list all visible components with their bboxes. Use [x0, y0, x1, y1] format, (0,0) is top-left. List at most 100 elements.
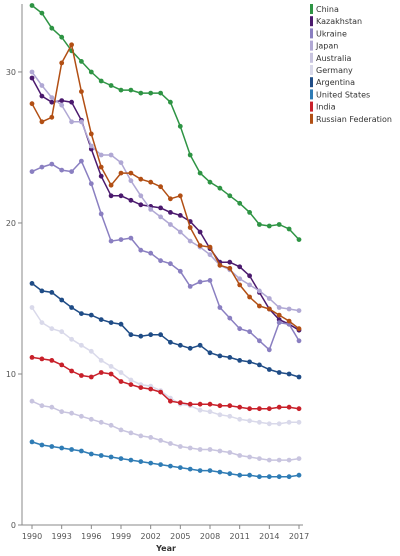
data-point-kazakhstan[interactable]: [118, 193, 124, 199]
data-point-india[interactable]: [88, 374, 94, 380]
data-point-germany[interactable]: [217, 412, 223, 418]
data-point-india[interactable]: [49, 358, 55, 363]
data-point-japan[interactable]: [148, 207, 154, 212]
data-point-argentina[interactable]: [207, 350, 213, 356]
data-point-india[interactable]: [158, 389, 164, 395]
data-point-japan[interactable]: [39, 83, 45, 88]
data-point-argentina[interactable]: [69, 305, 74, 310]
data-point-japan[interactable]: [168, 222, 173, 227]
data-point-china[interactable]: [118, 87, 124, 93]
data-point-japan[interactable]: [118, 160, 124, 166]
data-point-argentina[interactable]: [158, 332, 164, 338]
data-point-china[interactable]: [187, 152, 193, 158]
data-point-china[interactable]: [237, 200, 243, 206]
data-point-germany[interactable]: [79, 342, 84, 348]
data-point-kazakhstan[interactable]: [138, 202, 144, 208]
data-point-india[interactable]: [39, 356, 45, 362]
data-point-argentina[interactable]: [49, 290, 55, 295]
data-point-australia[interactable]: [187, 445, 193, 451]
data-point-germany[interactable]: [59, 329, 65, 335]
data-point-argentina[interactable]: [177, 342, 183, 348]
data-point-united-states[interactable]: [88, 451, 94, 457]
data-point-australia[interactable]: [148, 435, 154, 440]
legend-item-russian-federation[interactable]: Russian Federation: [310, 113, 392, 124]
data-point-ukraine[interactable]: [158, 258, 164, 264]
legend-item-germany[interactable]: Germany: [310, 65, 353, 75]
data-point-china[interactable]: [217, 185, 223, 191]
data-point-india[interactable]: [207, 401, 213, 407]
data-point-india[interactable]: [138, 385, 144, 390]
data-point-russian-federation[interactable]: [29, 101, 35, 107]
data-point-russian-federation[interactable]: [148, 179, 154, 185]
data-point-kazakhstan[interactable]: [39, 93, 45, 99]
data-point-argentina[interactable]: [237, 358, 243, 363]
data-point-russian-federation[interactable]: [138, 176, 144, 182]
data-point-kazakhstan[interactable]: [108, 193, 114, 199]
data-point-united-states[interactable]: [148, 460, 154, 466]
data-point-australia[interactable]: [207, 447, 213, 452]
data-point-japan[interactable]: [187, 238, 193, 244]
data-point-australia[interactable]: [98, 419, 104, 425]
data-point-china[interactable]: [168, 99, 173, 105]
data-point-united-states[interactable]: [118, 456, 124, 461]
data-point-japan[interactable]: [49, 95, 55, 100]
data-point-united-states[interactable]: [227, 471, 233, 477]
data-point-india[interactable]: [217, 403, 223, 409]
data-point-united-states[interactable]: [247, 472, 253, 478]
data-point-india[interactable]: [237, 404, 243, 410]
data-point-russian-federation[interactable]: [39, 119, 45, 125]
data-point-india[interactable]: [247, 406, 253, 412]
data-point-russian-federation[interactable]: [237, 282, 243, 288]
data-point-japan[interactable]: [266, 296, 272, 301]
data-point-china[interactable]: [49, 25, 55, 31]
data-point-australia[interactable]: [69, 410, 74, 416]
data-point-united-states[interactable]: [158, 462, 164, 467]
data-point-kazakhstan[interactable]: [237, 264, 243, 270]
data-point-india[interactable]: [286, 404, 292, 410]
data-point-germany[interactable]: [257, 419, 262, 425]
data-point-argentina[interactable]: [227, 355, 233, 360]
data-point-japan[interactable]: [158, 214, 164, 220]
data-point-ukraine[interactable]: [276, 320, 282, 325]
data-point-india[interactable]: [257, 406, 262, 412]
data-point-russian-federation[interactable]: [257, 303, 262, 309]
data-point-australia[interactable]: [108, 422, 114, 428]
data-point-india[interactable]: [118, 379, 124, 384]
data-point-germany[interactable]: [49, 326, 55, 332]
data-point-russian-federation[interactable]: [286, 318, 292, 324]
data-point-china[interactable]: [138, 90, 144, 96]
data-point-russian-federation[interactable]: [227, 265, 233, 271]
data-point-russian-federation[interactable]: [296, 326, 302, 332]
data-point-japan[interactable]: [29, 69, 35, 75]
data-point-russian-federation[interactable]: [266, 306, 272, 312]
data-point-japan[interactable]: [88, 143, 94, 149]
data-point-russian-federation[interactable]: [69, 42, 74, 48]
data-point-china[interactable]: [158, 90, 164, 96]
data-point-kazakhstan[interactable]: [177, 213, 183, 218]
data-point-argentina[interactable]: [118, 321, 124, 327]
data-point-argentina[interactable]: [88, 312, 94, 318]
data-point-australia[interactable]: [266, 457, 272, 463]
data-point-china[interactable]: [79, 59, 84, 64]
data-point-united-states[interactable]: [296, 472, 302, 478]
data-point-japan[interactable]: [128, 178, 134, 184]
data-point-argentina[interactable]: [148, 332, 154, 338]
data-point-australia[interactable]: [217, 448, 223, 454]
data-point-united-states[interactable]: [197, 468, 203, 473]
data-point-india[interactable]: [168, 398, 173, 404]
data-point-united-states[interactable]: [266, 474, 272, 480]
data-point-kazakhstan[interactable]: [128, 197, 134, 203]
data-point-ukraine[interactable]: [39, 164, 45, 170]
data-point-germany[interactable]: [197, 407, 203, 413]
data-point-ukraine[interactable]: [148, 250, 154, 256]
legend-item-india[interactable]: India: [310, 101, 336, 112]
data-point-india[interactable]: [148, 386, 154, 392]
data-point-india[interactable]: [59, 362, 65, 368]
data-point-australia[interactable]: [39, 403, 45, 409]
data-point-argentina[interactable]: [197, 342, 203, 348]
data-point-kazakhstan[interactable]: [29, 75, 35, 81]
data-point-germany[interactable]: [98, 358, 104, 363]
data-point-china[interactable]: [128, 87, 134, 93]
data-point-china[interactable]: [296, 237, 302, 243]
data-point-russian-federation[interactable]: [59, 60, 65, 66]
